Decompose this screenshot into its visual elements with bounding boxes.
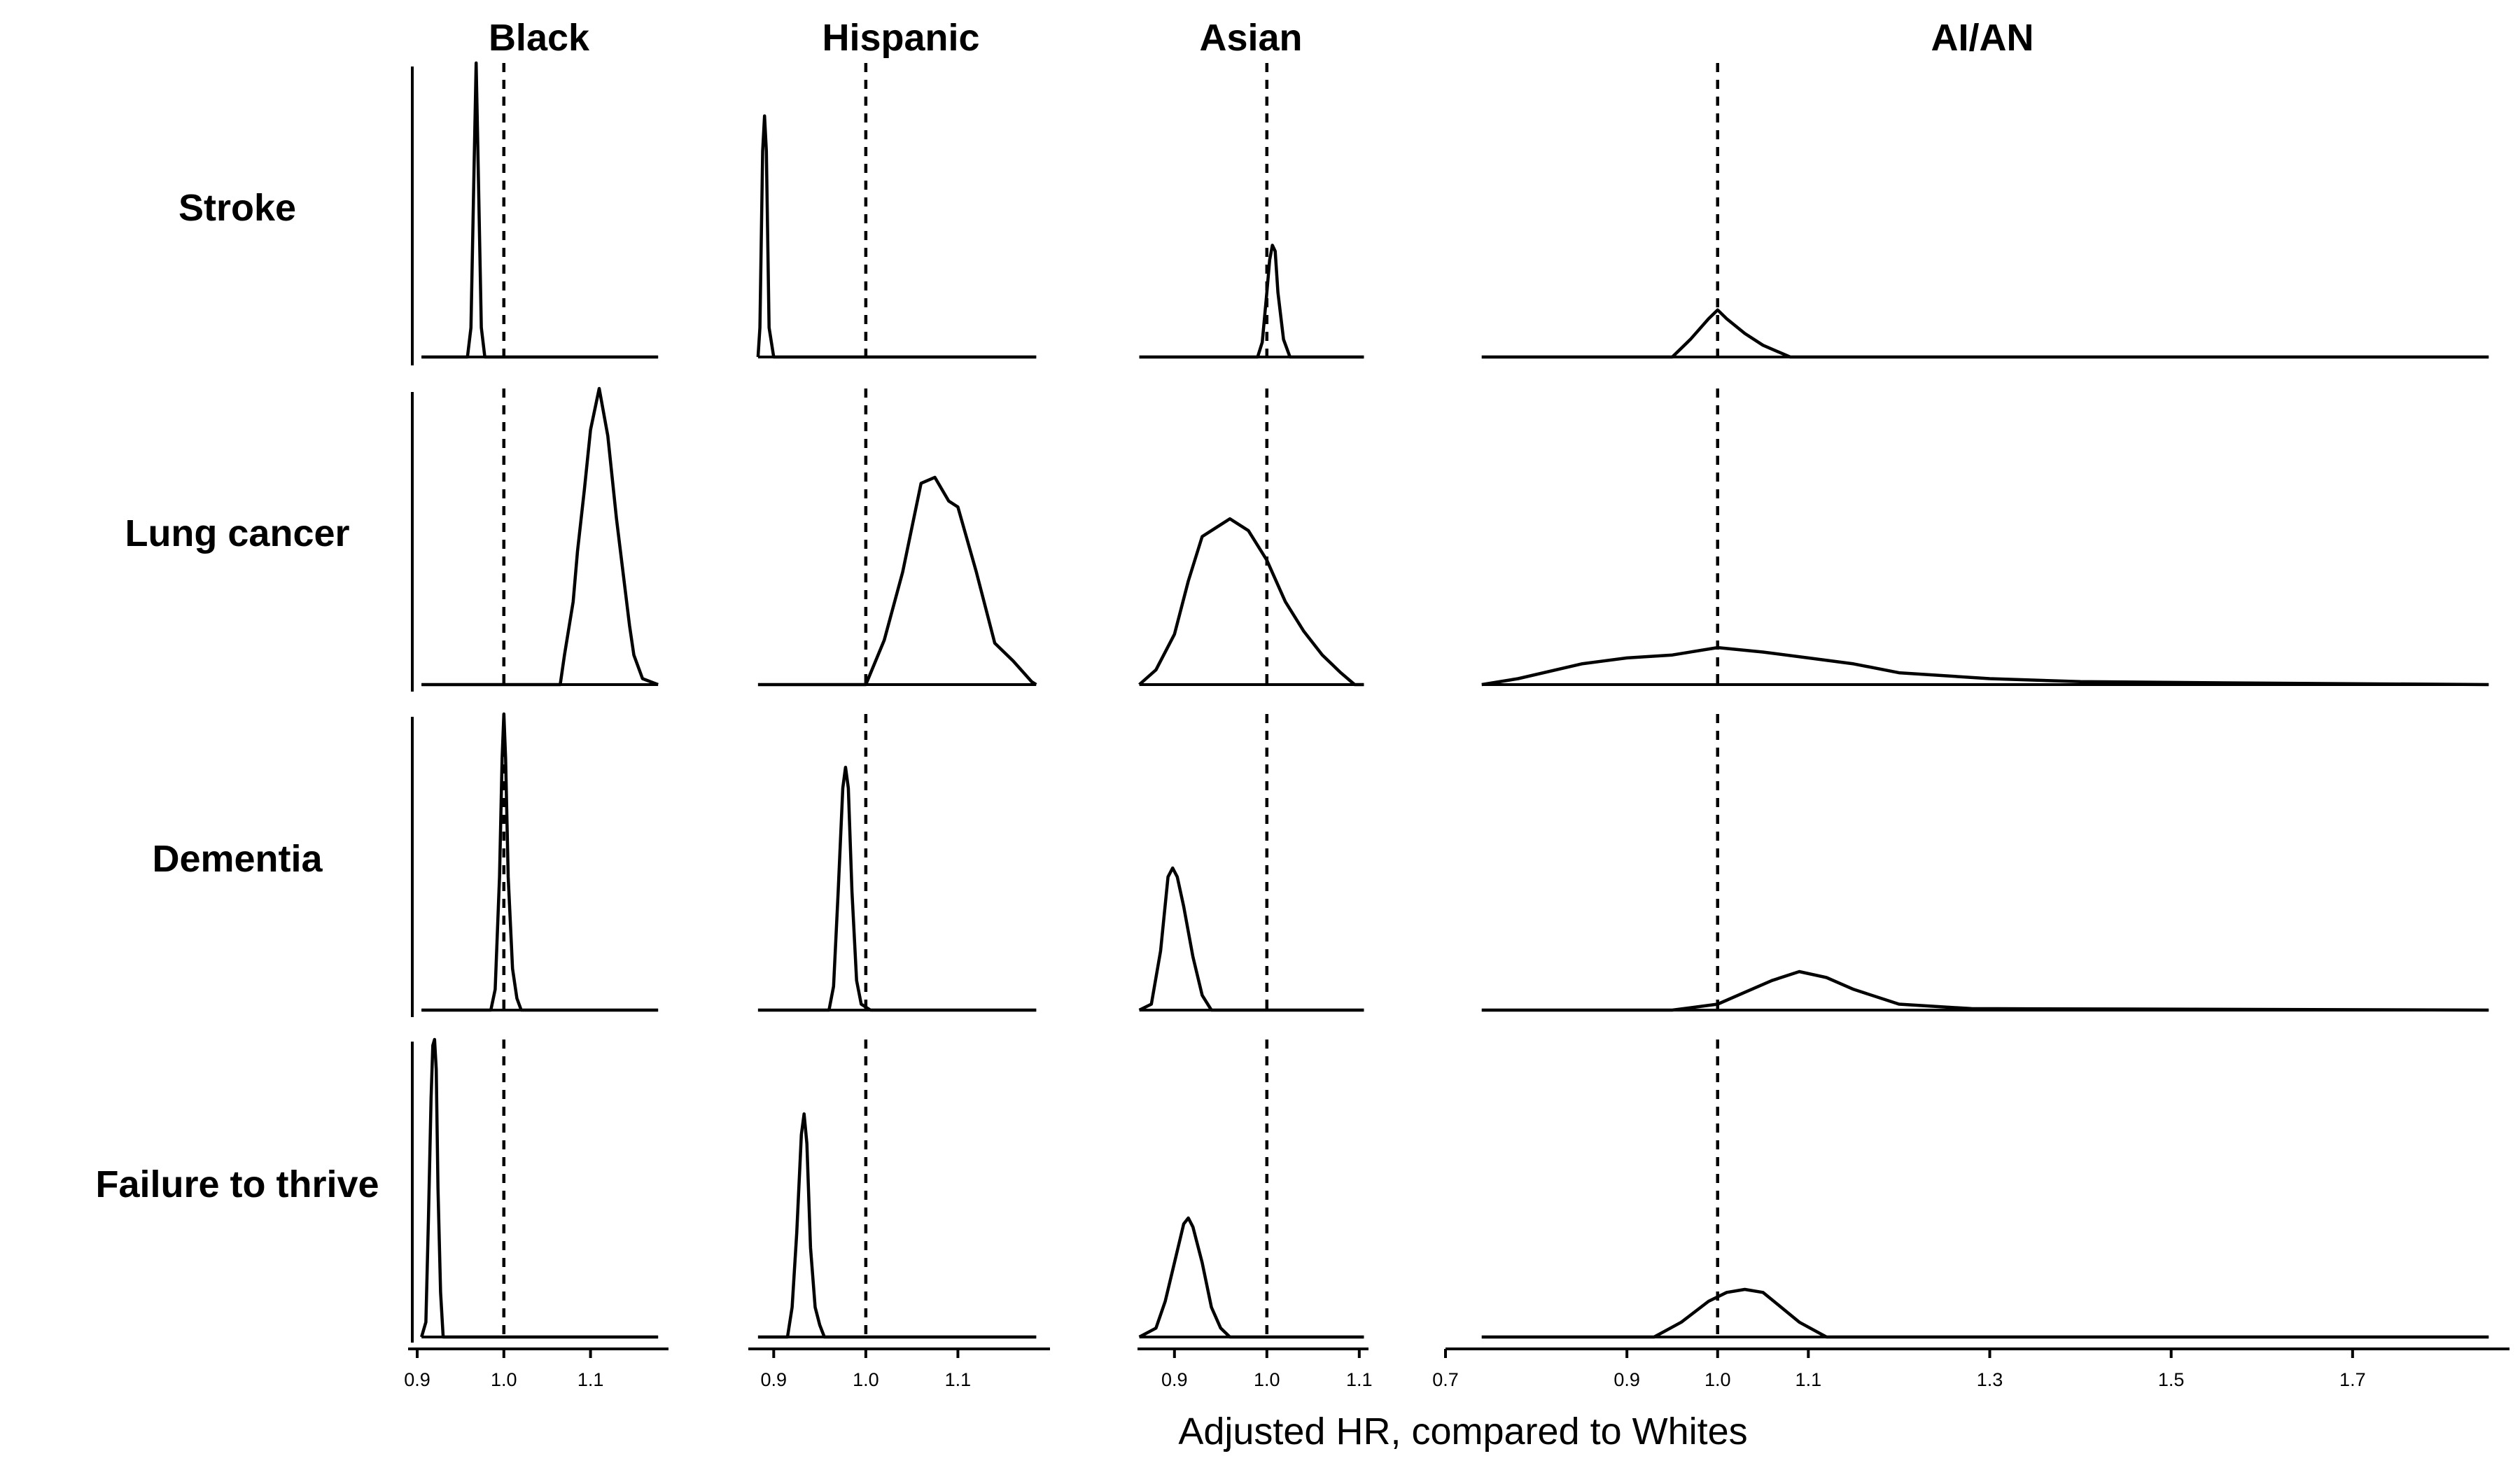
panel-3-3 (1481, 1040, 2489, 1339)
density-curve (1481, 645, 2489, 687)
density-curve (757, 1112, 1037, 1339)
panels (411, 61, 2489, 1343)
column-title-black: Black (489, 17, 590, 59)
x-tick-label: 1.0 (853, 1369, 879, 1390)
x-tick-label: 0.9 (1614, 1369, 1640, 1390)
density-curve (1138, 1216, 1364, 1339)
density-curve (756, 114, 1037, 359)
column-title-hispanic: Hispanic (822, 17, 979, 59)
row-label-failure-to-thrive: Failure to thrive (95, 1163, 379, 1205)
x-axes: 0.9 1.0 1.1 0.9 1.0 1.1 0.9 1.0 1.1 0.7 0.9 1.0 1.1 1… (404, 1348, 2510, 1390)
x-axis-title: Adjusted HR, compared to Whites (1178, 1410, 1747, 1452)
row-label-dementia: Dementia (152, 838, 323, 880)
x-tick-label: 1.0 (1254, 1369, 1280, 1390)
density-curve (1481, 969, 2489, 1012)
panel-3-2 (1138, 1040, 1364, 1339)
panel-0-1 (756, 63, 1037, 359)
x-axis-2: 0.9 1.0 1.1 (1138, 1348, 1373, 1390)
panel-2-3 (1481, 714, 2489, 1012)
panel-1-3 (1481, 388, 2489, 687)
x-tick-label: 1.3 (1977, 1369, 2003, 1390)
column-titles: Black Hispanic Asian AI/AN (489, 17, 2034, 59)
x-tick-label: 1.1 (578, 1369, 604, 1390)
density-curve (421, 712, 659, 1012)
panel-0-2 (1139, 63, 1364, 359)
x-axis-1: 0.9 1.0 1.1 (748, 1348, 1050, 1390)
panel-2-1 (757, 714, 1037, 1012)
x-tick-label: 1.1 (1346, 1369, 1373, 1390)
x-tick-label: 0.9 (1161, 1369, 1188, 1390)
density-curve (757, 765, 1037, 1012)
density-curve (1139, 244, 1364, 359)
x-tick-label: 1.5 (2158, 1369, 2185, 1390)
column-title-ai-an: AI/AN (1931, 17, 2034, 59)
panel-2-0 (421, 712, 659, 1012)
panel-2-2 (1138, 714, 1364, 1012)
x-tick-label: 1.7 (2339, 1369, 2366, 1390)
row-labels: Stroke Lung cancer Dementia Failure to thri… (95, 187, 379, 1205)
density-curve (1481, 1287, 2489, 1339)
panel-0-0 (421, 61, 659, 359)
x-tick-label: 1.0 (491, 1369, 517, 1390)
x-axis-3: 0.7 0.9 1.0 1.1 1.3 1.5 1.7 (1432, 1348, 2510, 1390)
x-tick-label: 0.7 (1432, 1369, 1459, 1390)
column-title-asian: Asian (1199, 17, 1302, 59)
density-curve (420, 1037, 659, 1339)
panel-0-3 (1481, 63, 2489, 359)
panel-3-1 (757, 1040, 1037, 1339)
row-label-lung-cancer: Lung cancer (125, 512, 349, 554)
x-tick-label: 1.1 (945, 1369, 972, 1390)
panel-1-2 (1138, 388, 1364, 687)
row-label-stroke: Stroke (178, 187, 296, 229)
density-curve (757, 475, 1037, 687)
x-tick-label: 1.0 (1704, 1369, 1731, 1390)
x-tick-label: 0.9 (761, 1369, 788, 1390)
density-curve (421, 386, 659, 687)
density-curve (1138, 866, 1364, 1012)
x-tick-label: 0.9 (404, 1369, 430, 1390)
panel-3-0 (420, 1037, 659, 1339)
density-curve (1481, 308, 2489, 359)
x-tick-label: 1.1 (1795, 1369, 1822, 1390)
panel-1-0 (421, 386, 659, 687)
density-curve (1138, 517, 1364, 687)
x-axis-0: 0.9 1.0 1.1 (404, 1348, 668, 1390)
density-curve (421, 61, 659, 359)
panel-1-1 (757, 388, 1037, 687)
